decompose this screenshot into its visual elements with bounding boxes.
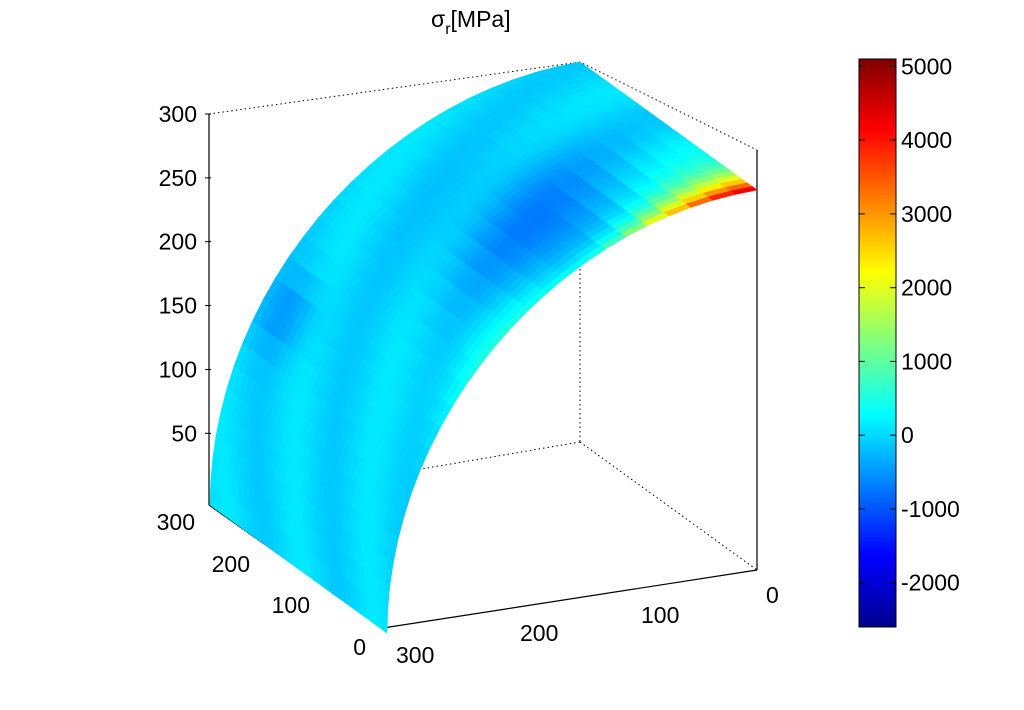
- surface-patch: [376, 601, 383, 630]
- colorbar-gradient: [858, 58, 897, 628]
- right-axis-tick-label: 300: [396, 642, 434, 668]
- right-axis-tick-label: 0: [766, 582, 779, 608]
- surface-patch: [214, 485, 222, 514]
- z-tick-label: 300: [159, 101, 197, 127]
- chart-title: σr[MPa]: [431, 6, 511, 38]
- left-axis-tick-label: 0: [353, 634, 366, 660]
- surface-patch: [287, 537, 295, 566]
- right-axis-tick-label: 200: [520, 620, 558, 646]
- surface-patch: [365, 594, 373, 623]
- surface-patch: [324, 564, 331, 593]
- surface-patch: [345, 579, 352, 608]
- left-axis-tick-label: 200: [212, 551, 250, 577]
- surface-patch: [272, 526, 279, 555]
- surface-patch: [339, 575, 347, 604]
- surface-patch: [266, 522, 274, 551]
- surface-patch: [282, 534, 290, 563]
- colorbar-tick-label: 3000: [901, 201, 952, 227]
- surface-patch: [350, 583, 357, 611]
- surface-patch: [318, 560, 326, 589]
- surface-patch: [225, 492, 232, 521]
- stress-surface: [209, 61, 758, 634]
- surface-patch: [246, 507, 253, 536]
- surface-patch: [277, 530, 284, 559]
- surface-patch: [256, 515, 264, 544]
- z-tick-label: 100: [159, 357, 197, 383]
- surface-patch: [329, 567, 336, 596]
- surface-patch: [355, 586, 362, 615]
- surface-patch: [261, 519, 269, 547]
- surface-patch: [303, 549, 310, 578]
- surface-patch: [251, 511, 258, 540]
- surface-patch: [308, 552, 316, 581]
- surface-patch: [235, 500, 243, 529]
- surface-patch: [313, 556, 321, 585]
- z-tick-label: 200: [159, 229, 197, 255]
- surface-patch: [298, 545, 305, 574]
- colorbar-tick-label: 4000: [901, 127, 952, 153]
- left-axis-tick-label: 300: [157, 509, 195, 535]
- surface-patch: [292, 541, 300, 570]
- colorbar: 5000 4000 3000 2000 1000 0 -1000 -2000: [858, 53, 960, 628]
- surface-patch: [371, 598, 378, 627]
- colorbar-ticks: 5000 4000 3000 2000 1000 0 -1000 -2000: [859, 53, 960, 596]
- surface-patch: [240, 503, 248, 532]
- surface-patch: [230, 496, 238, 525]
- colorbar-tick-label: 1000: [901, 348, 952, 374]
- surface-patch: [334, 571, 342, 600]
- surface-patch: [209, 481, 217, 510]
- colorbar-tick-label: -1000: [901, 496, 960, 522]
- left-axis-tick-label: 100: [272, 592, 310, 618]
- z-tick-label: 50: [171, 420, 197, 446]
- colorbar-tick-label: 5000: [901, 53, 952, 79]
- colorbar-tick-label: -2000: [901, 570, 960, 596]
- surface-patch: [360, 590, 368, 619]
- colorbar-tick-label: 2000: [901, 275, 952, 301]
- right-axis-tick-label: 100: [641, 602, 679, 628]
- z-tick-label: 150: [159, 293, 197, 319]
- z-tick-label: 250: [159, 165, 197, 191]
- surface-patch: [381, 605, 389, 634]
- surface-patch: [220, 488, 227, 517]
- axis-tick-labels: 300 250 200 150 100 50 300 200 100 0 300 200 100 0: [157, 101, 779, 668]
- colorbar-tick-label: 0: [901, 422, 914, 448]
